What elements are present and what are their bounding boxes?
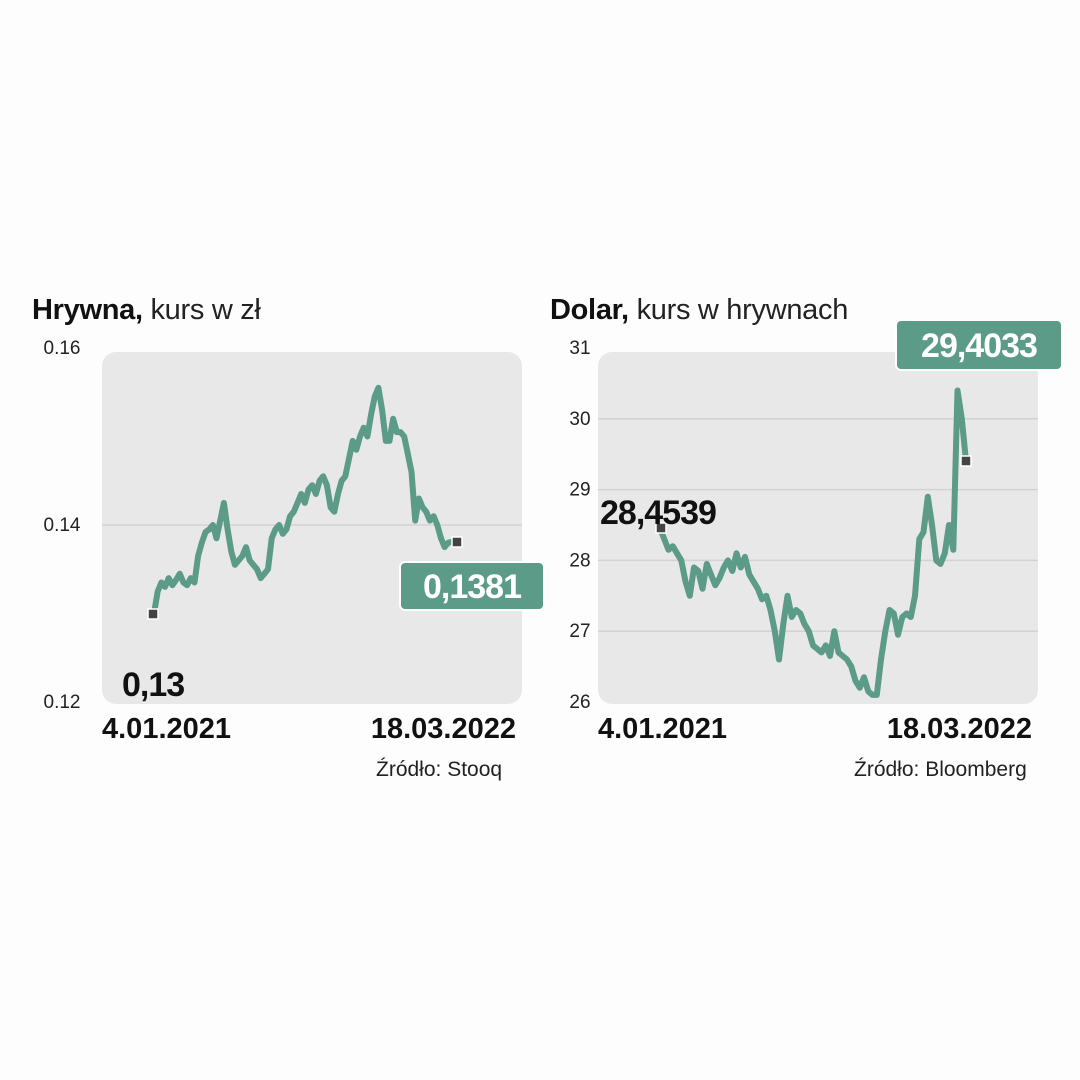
chart-title-main: Dolar, <box>550 294 629 326</box>
start-marker <box>655 522 667 534</box>
y-tick-label: 26 <box>569 692 590 713</box>
y-tick-label: 0.14 <box>44 515 81 536</box>
chart-title-main: Hrywna, <box>32 294 143 326</box>
x-tick-label: 4.01.2021 <box>598 713 727 745</box>
chart-title: Hrywna, kurs w zł <box>32 294 261 327</box>
hrywna-plot: 0.16 0.14 0.12 0,13 0,1381 4.01.2021 18.03.202… <box>44 338 545 745</box>
start-value-label: 28,4539 <box>600 494 716 532</box>
end-value-label: 29,4033 <box>921 327 1037 365</box>
y-tick-label: 31 <box>569 338 590 359</box>
plot-background <box>102 352 522 704</box>
x-tick-label: 18.03.2022 <box>887 713 1032 745</box>
y-tick-label: 29 <box>569 480 590 501</box>
y-tick-label: 0.12 <box>44 692 81 713</box>
start-value-label: 0,13 <box>122 666 184 704</box>
y-tick-label: 27 <box>569 621 590 642</box>
start-marker <box>147 608 159 620</box>
end-value-label: 0,1381 <box>423 568 521 606</box>
series-line <box>657 387 969 698</box>
plot-background <box>598 352 1038 704</box>
y-tick-label: 28 <box>569 550 590 571</box>
source-note: Źródło: Bloomberg <box>854 758 1027 781</box>
x-tick-label: 18.03.2022 <box>371 713 516 745</box>
dolar-plot: 31 30 29 28 27 26 28,4539 29,4033 4.01.2021 18.03… <box>569 319 1063 745</box>
y-tick-label: 0.16 <box>44 338 81 359</box>
end-value-box <box>895 319 1063 371</box>
y-tick-label: 30 <box>569 409 590 430</box>
x-tick-label: 4.01.2021 <box>102 713 231 745</box>
end-marker <box>960 455 972 467</box>
chart-subtitle: kurs w hrywnach <box>636 294 849 326</box>
end-marker <box>451 536 463 548</box>
series-line <box>151 384 455 617</box>
end-value-box <box>399 561 545 611</box>
source-note: Źródło: Stooq <box>376 758 503 781</box>
chart-title: Dolar, kurs w hrywnach <box>550 294 848 327</box>
chart-subtitle: kurs w zł <box>150 294 261 326</box>
